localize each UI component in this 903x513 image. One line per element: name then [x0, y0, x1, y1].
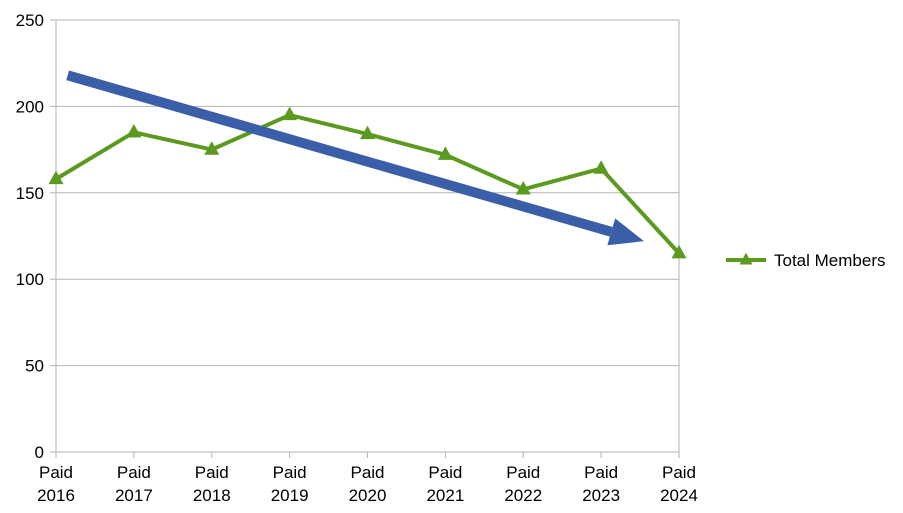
- x-tick-label: Paid 2016: [37, 463, 75, 505]
- x-tick-label: Paid 2018: [193, 463, 231, 505]
- x-tick-label-line: Paid: [506, 463, 540, 482]
- data-point-marker: [360, 125, 375, 140]
- x-tick-label-line: 2022: [504, 486, 542, 505]
- data-point-marker: [437, 146, 453, 160]
- x-axis-ticks: Paid 2016 Paid 2017 Paid 2018 Paid 2019 Paid 2020…: [37, 452, 698, 505]
- y-tick-label: 50: [25, 357, 44, 376]
- x-tick-label-line: Paid: [39, 463, 73, 482]
- x-tick-label-line: 2023: [582, 486, 620, 505]
- x-tick-label: Paid 2020: [349, 463, 387, 505]
- y-tick-label: 200: [16, 97, 44, 116]
- data-point-marker: [593, 160, 609, 174]
- x-tick-label-line: Paid: [662, 463, 696, 482]
- x-tick-label-line: Paid: [273, 463, 307, 482]
- axes: [55, 20, 680, 453]
- x-tick-label-line: 2016: [37, 486, 75, 505]
- y-axis-ticks: 0 50 100 150 200 250: [16, 11, 56, 462]
- x-tick-label-line: Paid: [195, 463, 229, 482]
- x-tick-label-line: 2018: [193, 486, 231, 505]
- x-tick-label: Paid 2021: [426, 463, 464, 505]
- x-tick-label: Paid 2019: [271, 463, 309, 505]
- y-tick-label: 150: [16, 184, 44, 203]
- y-tick-label: 250: [16, 11, 44, 30]
- data-point-marker: [515, 180, 531, 195]
- data-point-marker: [126, 123, 142, 138]
- x-tick-label-line: Paid: [350, 463, 384, 482]
- x-tick-label-line: 2019: [271, 486, 309, 505]
- trend-arrow-head: [607, 218, 644, 246]
- legend: Total Members: [726, 251, 885, 270]
- gridlines: [56, 19, 679, 367]
- x-tick-label-line: Paid: [584, 463, 618, 482]
- y-tick-label: 100: [16, 270, 44, 289]
- trend-arrow-shaft: [66, 70, 613, 237]
- data-point-marker: [282, 106, 298, 121]
- legend-swatch-marker: [739, 252, 753, 265]
- data-point-marker: [671, 244, 687, 259]
- x-tick-label-line: 2024: [660, 486, 698, 505]
- x-tick-label-line: 2017: [115, 486, 153, 505]
- series-lines: [48, 106, 687, 259]
- legend-label: Total Members: [774, 251, 885, 270]
- x-tick-label-line: Paid: [117, 463, 151, 482]
- x-tick-label-line: 2021: [426, 486, 464, 505]
- x-tick-label: Paid 2024: [660, 463, 698, 505]
- x-tick-label: Paid 2022: [504, 463, 542, 505]
- x-tick-label: Paid 2017: [115, 463, 153, 505]
- x-tick-label-line: Paid: [428, 463, 462, 482]
- trend-annotation: [66, 70, 644, 246]
- x-tick-label: Paid 2023: [582, 463, 620, 505]
- y-tick-label: 0: [35, 443, 44, 462]
- x-tick-label-line: 2020: [349, 486, 387, 505]
- data-point-marker: [204, 141, 220, 155]
- data-point-marker: [48, 170, 64, 185]
